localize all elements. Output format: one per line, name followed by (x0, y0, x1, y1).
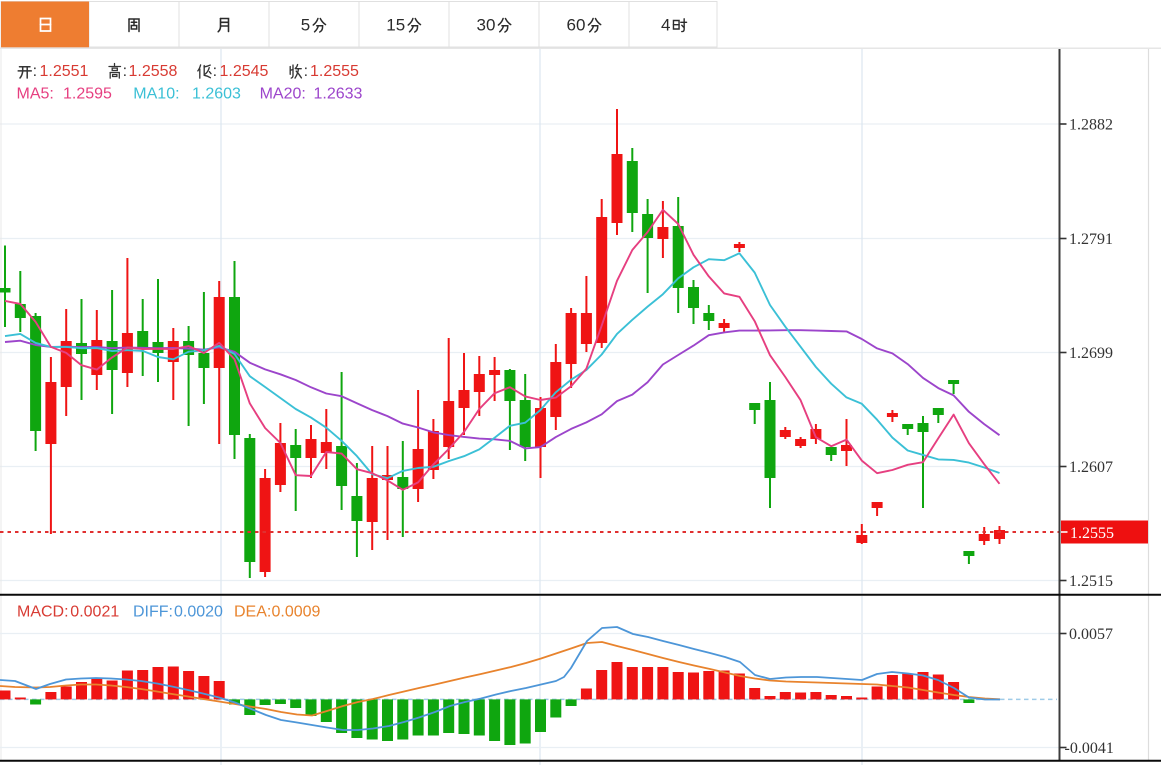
svg-text:0.0021: 0.0021 (70, 604, 119, 621)
svg-text:MA10:: MA10: (133, 85, 179, 102)
svg-text:1.2699: 1.2699 (1069, 345, 1113, 362)
svg-text:1.2555: 1.2555 (310, 63, 359, 80)
svg-text:1.2607: 1.2607 (1069, 459, 1113, 476)
svg-text:0.0057: 0.0057 (1069, 626, 1113, 643)
svg-text:DIFF:: DIFF: (133, 604, 173, 621)
svg-text:1.2882: 1.2882 (1069, 117, 1113, 134)
svg-text:1.2603: 1.2603 (192, 85, 241, 102)
svg-text:1.2551: 1.2551 (40, 63, 89, 80)
svg-text:MA5:: MA5: (17, 85, 54, 102)
svg-text:1.2555: 1.2555 (1070, 525, 1114, 542)
svg-text::: : (304, 63, 308, 80)
svg-text:-0.0041: -0.0041 (1065, 740, 1114, 757)
svg-text:0.0009: 0.0009 (272, 604, 321, 621)
svg-text:60: 60 (567, 16, 586, 35)
svg-text:1.2515: 1.2515 (1069, 573, 1113, 590)
svg-text:1.2595: 1.2595 (63, 85, 112, 102)
svg-text:5: 5 (301, 16, 310, 35)
svg-text:30: 30 (477, 16, 496, 35)
svg-text:4: 4 (661, 16, 670, 35)
svg-text:1.2791: 1.2791 (1069, 231, 1113, 248)
svg-text::: : (123, 63, 127, 80)
svg-text::: : (213, 63, 217, 80)
svg-text:DEA:: DEA: (234, 604, 271, 621)
svg-text:0.0020: 0.0020 (174, 604, 223, 621)
svg-text:MA20:: MA20: (260, 85, 306, 102)
svg-text:1.2558: 1.2558 (129, 63, 178, 80)
svg-text::: : (33, 63, 37, 80)
svg-text:1.2633: 1.2633 (314, 85, 363, 102)
svg-text:1.2545: 1.2545 (220, 63, 269, 80)
svg-text:MACD:: MACD: (17, 604, 69, 621)
svg-text:15: 15 (386, 16, 405, 35)
